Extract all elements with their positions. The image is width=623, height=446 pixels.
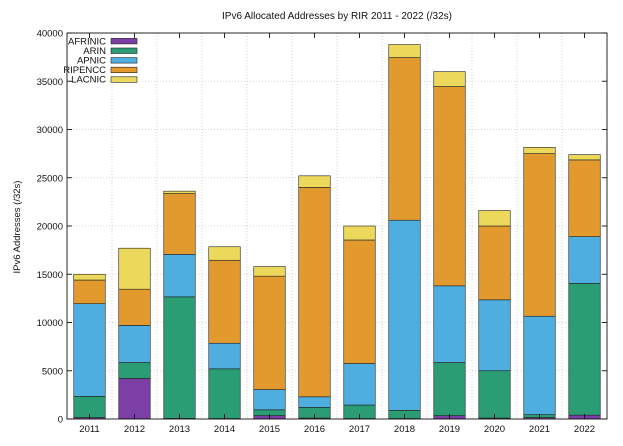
bar-ripencc-2022 [568,159,601,237]
x-tick-label: 2013 [169,424,190,435]
x-tick-label: 2021 [529,424,550,435]
legend-label: RIPENCC [63,65,106,76]
y-tick-label: 10000 [37,318,63,329]
x-tick-label: 2011 [79,424,99,435]
bar-arin-2012 [118,362,151,379]
bar-apnic-2012 [118,325,151,363]
bar-lacnic-2016 [298,175,331,188]
legend-label: LACNIC [71,75,106,86]
x-tick-label: 2012 [124,424,145,435]
bar-ripencc-2019 [433,86,466,287]
bar-apnic-2017 [343,363,376,406]
bar-ripencc-2018 [388,57,421,221]
gridlines [67,33,608,419]
bar-afrinic-2012 [118,378,151,420]
bar-lacnic-2022 [568,154,601,161]
y-tick-label: 5000 [42,366,63,377]
x-tick-label: 2020 [484,424,505,435]
bar-arin-2022 [568,283,601,416]
x-tick-label: 2017 [349,424,370,435]
x-axis-ticks: 2011 2012 2013 2014 2015 2016 2017 2018 2019 2020… [79,33,595,435]
legend-swatch [110,57,138,64]
y-tick-label: 35000 [37,77,63,88]
legend-swatch [110,38,138,45]
bar-ripencc-2015 [253,275,286,390]
x-tick-label: 2015 [259,424,280,435]
bar-apnic-2021 [523,315,556,415]
legend-swatch [110,47,138,54]
bar-lacnic-2012 [118,247,151,290]
y-axis-ticks: 0 5000 10000 15000 20000 25000 30000 35000 40000 [37,29,607,426]
legend-label: ARIN [83,46,106,57]
bar-apnic-2014 [208,342,241,370]
x-tick-label: 2014 [214,424,235,435]
legend-swatch [110,66,138,73]
bar-apnic-2015 [253,389,286,411]
bar-arin-2019 [433,362,466,416]
bar-ripencc-2014 [208,259,241,344]
bar-ripencc-2012 [118,288,151,326]
legend-label: APNIC [77,56,106,67]
bar-arin-2013 [163,296,196,419]
bar-arin-2014 [208,368,241,419]
legend-swatch [110,76,138,83]
bar-arin-2020 [478,370,511,419]
bar-apnic-2020 [478,299,511,372]
chart-title: IPv6 Allocated Addresses by RIR 2011 - 2… [222,11,452,22]
bar-ripencc-2016 [298,187,331,398]
bar-ripencc-2017 [343,239,376,364]
y-axis-label: IPv6 Addresses (/32s) [12,181,23,274]
bar-lacnic-2013 [163,190,196,194]
x-tick-label: 2022 [574,424,595,435]
bar-apnic-2022 [568,236,601,284]
bar-apnic-2018 [388,219,421,411]
bar-ripencc-2011 [73,279,106,304]
bar-lacnic-2014 [208,246,241,261]
y-tick-label: 15000 [37,270,63,281]
bar-lacnic-2015 [253,266,286,277]
bar-ripencc-2013 [163,193,196,255]
y-tick-label: 40000 [37,29,63,40]
legend-label: AFRINIC [68,36,106,47]
bar-apnic-2019 [433,285,466,363]
bar-ripencc-2021 [523,153,556,317]
bar-lacnic-2017 [343,225,376,241]
x-tick-label: 2019 [439,424,460,435]
y-tick-label: 20000 [37,222,63,233]
x-tick-label: 2018 [394,424,415,435]
bar-lacnic-2019 [433,71,466,87]
bar-lacnic-2018 [388,44,421,58]
bar-ripencc-2020 [478,225,511,301]
bar-apnic-2011 [73,303,106,397]
bar-apnic-2016 [298,396,331,408]
y-tick-label: 25000 [37,173,63,184]
bar-apnic-2013 [163,254,196,298]
bar-lacnic-2021 [523,147,556,154]
x-tick-label: 2016 [304,424,325,435]
y-tick-label: 0 [58,415,63,426]
bar-lacnic-2011 [73,273,106,281]
bar-lacnic-2020 [478,210,511,227]
y-tick-label: 30000 [37,125,63,136]
